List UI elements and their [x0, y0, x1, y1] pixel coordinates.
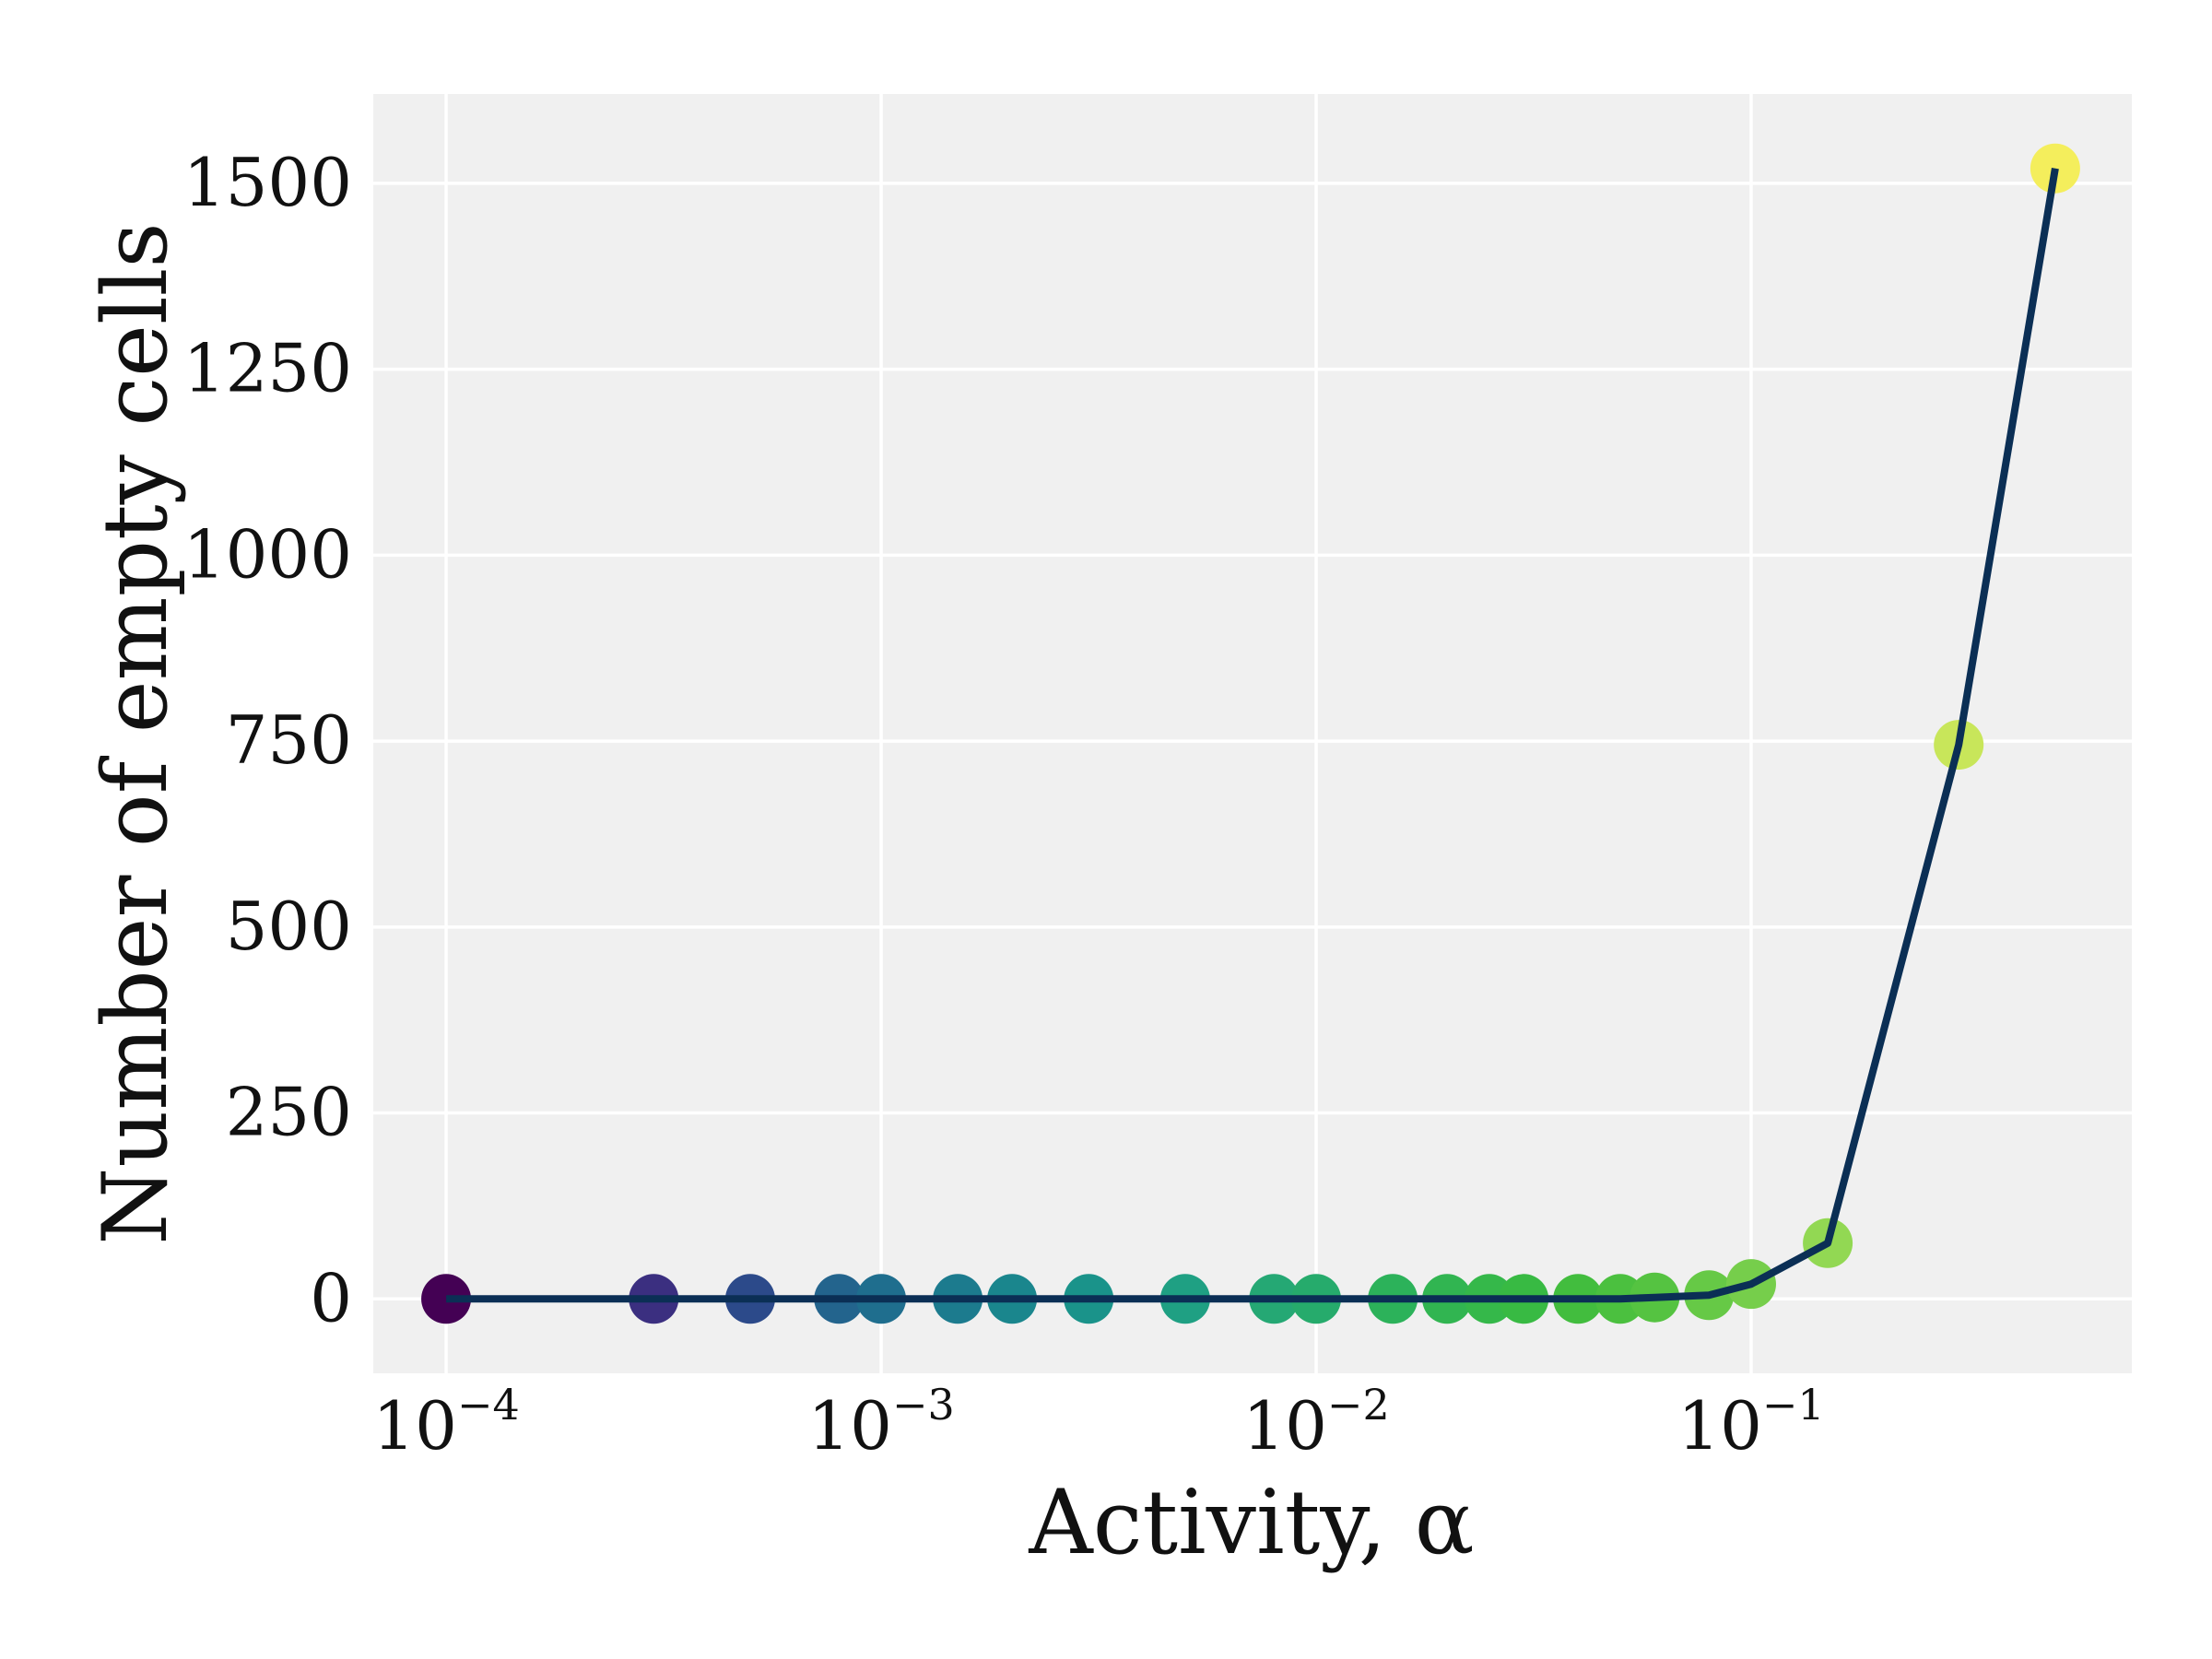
x-axis-title: Activity, α — [1028, 1471, 1474, 1574]
plot-area — [373, 94, 2132, 1373]
y-axis-title: Number of empty cells — [84, 222, 187, 1244]
y-tick-label: 1000 — [183, 515, 352, 593]
y-tick-label: 1250 — [183, 330, 352, 407]
series-line — [446, 168, 2059, 1303]
x-tick-label: 10−4 — [372, 1380, 519, 1465]
x-tick-label: 10−2 — [1242, 1380, 1389, 1465]
x-tick-label: 10−3 — [807, 1380, 954, 1465]
y-tick-label: 750 — [226, 701, 352, 779]
y-tick-label: 500 — [226, 888, 352, 965]
x-tick-label: 10−1 — [1677, 1380, 1824, 1465]
data-point — [421, 1274, 472, 1324]
data-point — [2030, 143, 2080, 194]
y-tick-labels: 0 250 500 750 1000 1250 1500 — [183, 144, 352, 1336]
y-tick-label: 250 — [226, 1074, 352, 1151]
y-tick-label: 0 — [310, 1259, 352, 1336]
y-tick-label: 1500 — [183, 144, 352, 221]
fit-line-group — [446, 168, 2059, 1303]
x-tick-labels: 10−4 10−3 10−2 10−1 — [372, 1380, 1824, 1465]
